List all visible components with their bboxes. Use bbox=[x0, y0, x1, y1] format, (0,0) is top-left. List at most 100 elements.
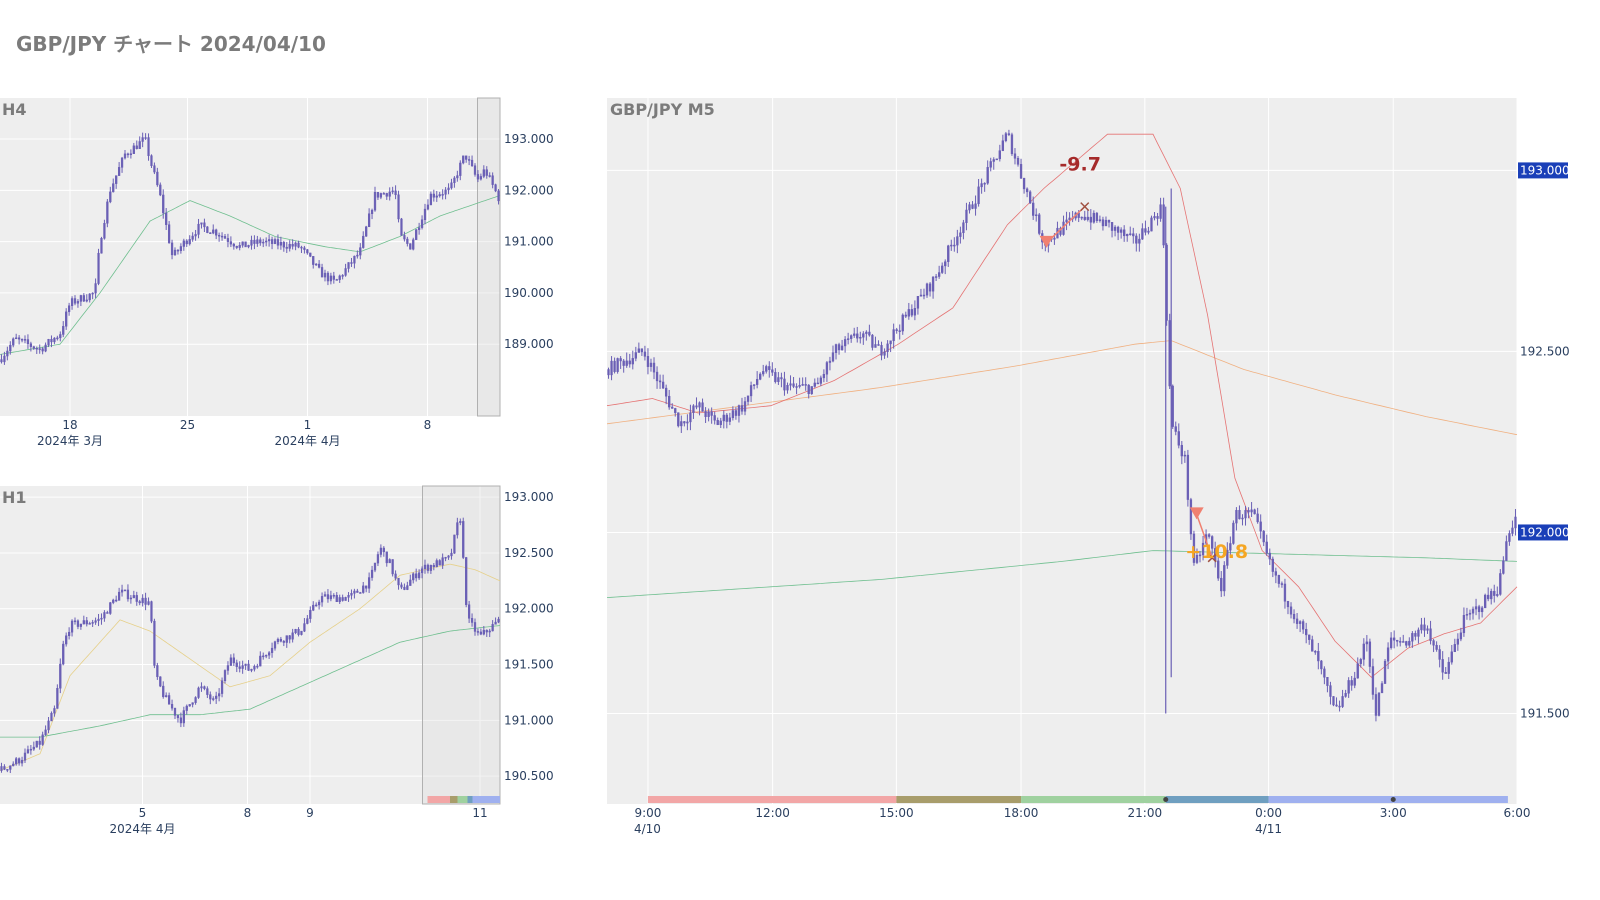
m5-candle-body bbox=[983, 182, 986, 185]
m5-candle-body bbox=[1053, 237, 1056, 240]
m5-candle-body bbox=[1217, 560, 1220, 579]
m5-candle-body bbox=[810, 386, 813, 395]
h4-candle-body bbox=[291, 244, 294, 247]
h1-candle-body bbox=[6, 769, 9, 771]
h4-candle-body bbox=[15, 337, 18, 340]
h4-candle-body bbox=[162, 194, 165, 214]
h1-candle-body bbox=[62, 643, 65, 665]
m5-candle-body bbox=[1068, 217, 1071, 221]
m5-candle-body bbox=[658, 380, 662, 383]
h1-session-bar-segment bbox=[467, 796, 473, 803]
m5-candle-body bbox=[907, 309, 910, 317]
h4-candle-body bbox=[350, 262, 353, 264]
m5-candle-body bbox=[1402, 641, 1405, 643]
m5-candle-body bbox=[1271, 558, 1274, 572]
h1-candle-body bbox=[182, 710, 185, 724]
m5-candle-body bbox=[868, 331, 871, 336]
h4-candle-body bbox=[44, 344, 47, 352]
m5-candle-body bbox=[965, 209, 968, 223]
h1-candle-body bbox=[15, 758, 18, 765]
chart-m5[interactable]: 193.000 192.500 192.000 191.500 9:00 4/10 12:0… bbox=[606, 98, 1570, 836]
m5-candle-body bbox=[846, 338, 850, 340]
m5-y-tick-label: 192.500 bbox=[1520, 344, 1570, 358]
h1-candle-body bbox=[365, 585, 368, 589]
m5-candle-body bbox=[1435, 644, 1438, 650]
m5-candle-body bbox=[1095, 212, 1099, 221]
h1-candle-body bbox=[29, 748, 33, 751]
m5-candle-body bbox=[1465, 614, 1469, 616]
h1-candle-body bbox=[482, 629, 485, 635]
m5-candle-body bbox=[1183, 454, 1187, 457]
m5-candle-body bbox=[1405, 641, 1408, 646]
m5-candle-body bbox=[674, 408, 677, 413]
h1-candle-body bbox=[23, 752, 27, 761]
h4-candle-body bbox=[129, 153, 133, 155]
h1-candle-body bbox=[338, 597, 341, 602]
h4-candle-body bbox=[29, 343, 33, 347]
h4-candle-body bbox=[141, 137, 144, 142]
h4-candle-body bbox=[206, 226, 209, 233]
m5-candle-body bbox=[1156, 216, 1159, 219]
h4-candle-body bbox=[273, 239, 277, 244]
h1-candle-body bbox=[79, 623, 83, 627]
h4-candle-body bbox=[65, 311, 68, 327]
m5-candle-body bbox=[910, 309, 914, 316]
m5-candle-body bbox=[840, 345, 844, 351]
h1-candle-body bbox=[441, 557, 444, 566]
profit-trade-label: +10.8 bbox=[1185, 541, 1248, 563]
m5-candle-body bbox=[1129, 233, 1132, 235]
m5-session-bar-segment bbox=[896, 796, 1022, 803]
h4-candle-body bbox=[309, 252, 312, 257]
h1-candle-body bbox=[65, 635, 68, 645]
m5-x-tick-label: 6:00 bbox=[1504, 806, 1531, 820]
m5-candle-body bbox=[1453, 644, 1456, 653]
h4-candle-body bbox=[473, 165, 477, 175]
m5-candle-body bbox=[898, 330, 901, 332]
m5-candle-body bbox=[853, 333, 856, 336]
m5-candle-body bbox=[937, 272, 941, 277]
h1-ma-green-line bbox=[0, 625, 501, 738]
h4-ma-green-line bbox=[0, 195, 501, 355]
m5-candle-body bbox=[889, 340, 892, 345]
h1-plot-area[interactable] bbox=[0, 486, 500, 804]
m5-plot-area[interactable] bbox=[607, 98, 1517, 804]
h4-candle-body bbox=[388, 191, 391, 197]
m5-candle-body bbox=[974, 203, 977, 209]
chart-h1[interactable]: 193.000 192.500 192.000 191.500 191.000 190.5… bbox=[0, 485, 554, 836]
m5-candle-body bbox=[950, 244, 953, 247]
m5-x-tick-label: 15:00 bbox=[879, 806, 914, 820]
m5-candle-body bbox=[655, 371, 659, 382]
m5-candle-body bbox=[1019, 164, 1023, 179]
h1-candle-body bbox=[217, 693, 221, 697]
m5-sell-marker bbox=[1189, 507, 1204, 520]
h4-candle-body bbox=[353, 255, 356, 264]
m5-candle-body bbox=[877, 344, 880, 346]
chart-h4[interactable]: 193.000192.000191.000190.000189.00018202… bbox=[0, 97, 554, 448]
m5-candle-body bbox=[1380, 683, 1384, 694]
h4-candle-body bbox=[279, 241, 283, 246]
m5-candle-body bbox=[1493, 590, 1496, 596]
h4-candle-body bbox=[276, 239, 280, 246]
h1-candle-body bbox=[170, 704, 174, 709]
m5-candle-body bbox=[1392, 637, 1396, 641]
h1-candle-body bbox=[73, 620, 77, 623]
m5-candle-body bbox=[755, 379, 759, 385]
m5-candle-body bbox=[1232, 522, 1235, 544]
m5-candle-body bbox=[834, 344, 838, 353]
h1-candle-body bbox=[229, 657, 233, 666]
h4-candle-body bbox=[150, 155, 153, 166]
h1-candle-body bbox=[123, 589, 127, 592]
h1-candle-body bbox=[159, 676, 162, 687]
h1-candle-body bbox=[453, 534, 456, 554]
h4-candle-body bbox=[176, 249, 180, 252]
m5-candle-body bbox=[1123, 229, 1126, 237]
m5-candle-body bbox=[1377, 692, 1381, 716]
h4-candle-body bbox=[173, 249, 177, 256]
h4-candle-body bbox=[491, 175, 494, 185]
h1-candle-body bbox=[12, 763, 15, 767]
h4-plot-area[interactable] bbox=[0, 98, 500, 416]
h1-x-tick-label: 5 bbox=[139, 806, 147, 820]
m5-candle-body bbox=[962, 222, 965, 234]
h4-candle-body bbox=[391, 190, 394, 193]
h1-candle-body bbox=[209, 694, 212, 700]
